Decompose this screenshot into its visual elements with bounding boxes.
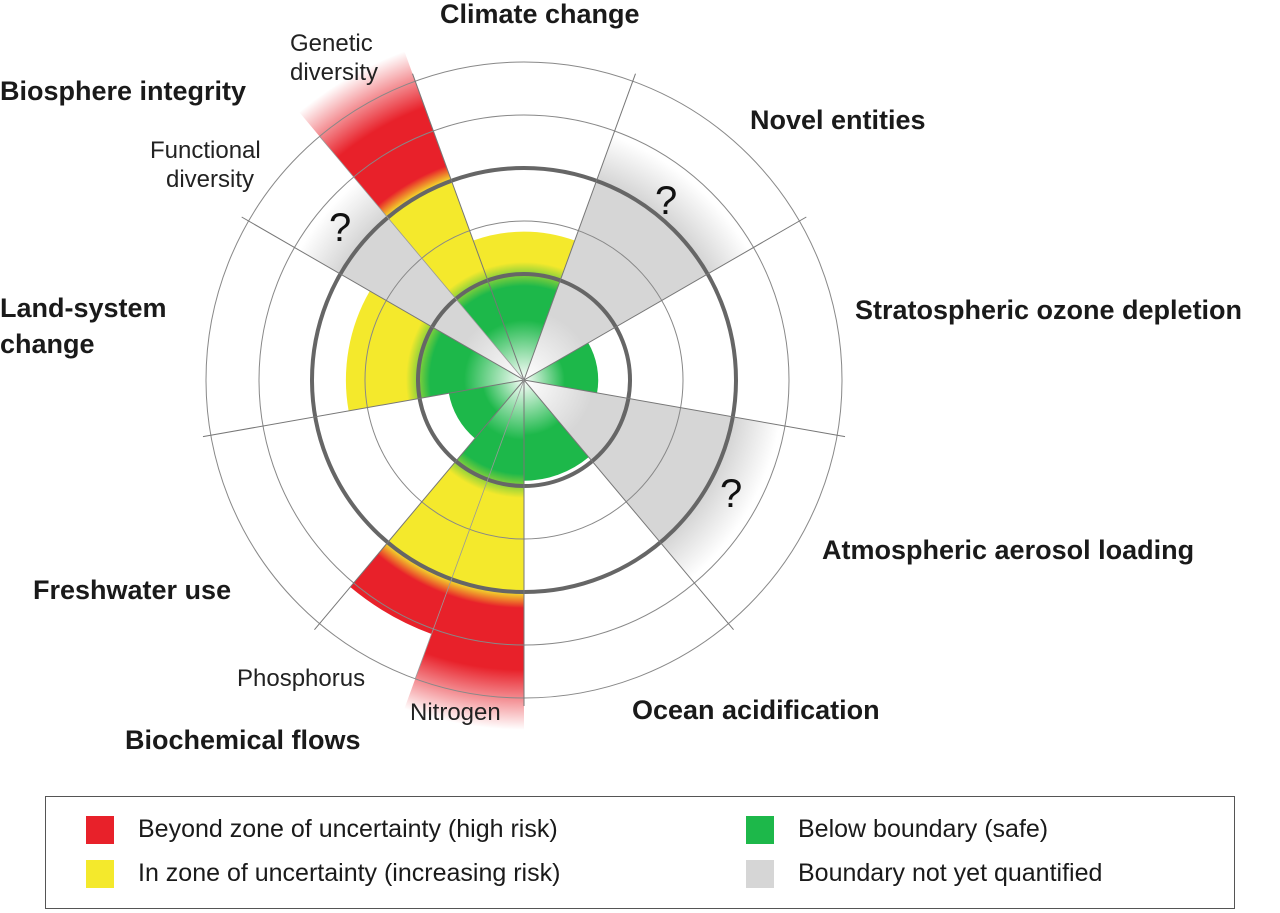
- label-phosphorus: Phosphorus: [237, 665, 366, 692]
- legend: Beyond zone of uncertainty (high risk) I…: [45, 796, 1235, 909]
- sub-divider: [319, 136, 525, 381]
- sector-genetic-diversity: [299, 51, 524, 380]
- sector-divider: [523, 73, 636, 381]
- sector-divider: [523, 379, 846, 438]
- label-ocean-acidification: Ocean acidification: [632, 695, 880, 725]
- sector-climate-change: [473, 231, 575, 380]
- sector-freshwater-use: [448, 380, 524, 439]
- question-mark-functional: ?: [329, 206, 352, 250]
- sector-divider: [412, 73, 525, 381]
- sector-divider: [523, 216, 807, 381]
- sector-stratospheric-ozone-depletion: [524, 342, 599, 393]
- question-mark-aerosol: ?: [720, 472, 743, 516]
- label-climate-change: Climate change: [440, 0, 640, 29]
- legend-item-not-quantified: Boundary not yet quantified: [746, 859, 1102, 888]
- legend-label: In zone of uncertainty (increasing risk): [138, 859, 561, 887]
- sector-land-system-change: [345, 290, 524, 411]
- sector-novel-entities: [524, 135, 749, 380]
- label-genetic-2: diversity: [290, 59, 379, 86]
- legend-item-high-risk: Beyond zone of uncertainty (high risk): [86, 815, 558, 844]
- sector-divider: [202, 379, 525, 438]
- label-novel-entities: Novel entities: [750, 105, 926, 135]
- sector-nitrogen: [404, 380, 524, 730]
- label-freshwater-use: Freshwater use: [33, 575, 232, 605]
- legend-swatch-red: [86, 815, 114, 844]
- legend-item-increasing-risk: In zone of uncertainty (increasing risk): [86, 859, 560, 888]
- legend-label: Boundary not yet quantified: [798, 859, 1103, 887]
- label-stratospheric-ozone: Stratospheric ozone depletion: [855, 295, 1243, 325]
- label-functional-2: diversity: [166, 166, 255, 193]
- legend-swatch-gray: [746, 859, 774, 888]
- sector-divider: [314, 379, 525, 631]
- sector-divider: [523, 379, 734, 631]
- sector-atmospheric-aerosol-loading: [524, 380, 780, 579]
- sub-divider: [414, 379, 525, 679]
- legend-item-safe: Below boundary (safe): [746, 815, 1048, 844]
- label-land-system-1: Land-system: [0, 293, 167, 323]
- sector-phosphorus: [350, 380, 524, 634]
- label-nitrogen: Nitrogen: [410, 699, 501, 726]
- label-genetic-1: Genetic: [290, 30, 373, 57]
- label-biosphere-integrity: Biosphere integrity: [0, 76, 247, 106]
- sector-divider: [241, 216, 525, 381]
- sector-functional-diversity: [299, 181, 524, 380]
- planetary-boundaries-diagram: [202, 51, 846, 730]
- label-biochemical-flows: Biochemical flows: [125, 725, 361, 755]
- sector-ocean-acidification: [524, 380, 589, 481]
- label-functional-1: Functional: [150, 137, 261, 164]
- legend-swatch-green: [746, 815, 774, 844]
- legend-label: Beyond zone of uncertainty (high risk): [138, 815, 558, 843]
- question-mark-novel: ?: [655, 179, 678, 223]
- legend-label: Below boundary (safe): [798, 815, 1049, 843]
- label-aerosol-loading: Atmospheric aerosol loading: [822, 535, 1195, 565]
- legend-swatch-yellow: [86, 859, 114, 888]
- label-land-system-2: change: [0, 329, 95, 359]
